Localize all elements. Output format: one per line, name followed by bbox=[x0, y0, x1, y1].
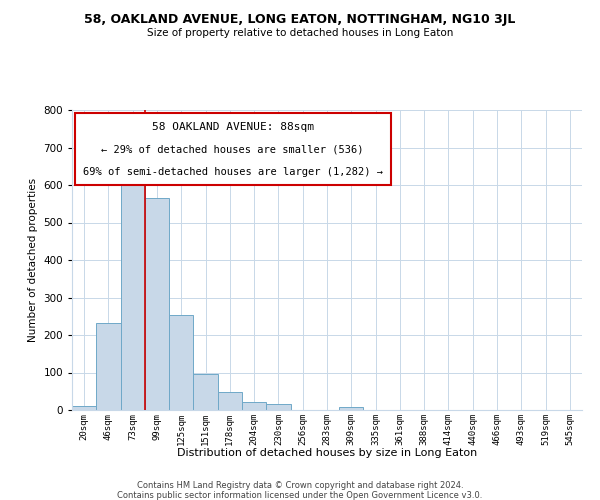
Bar bbox=[218, 392, 242, 410]
Bar bbox=[72, 406, 96, 410]
Text: ← 29% of detached houses are smaller (536): ← 29% of detached houses are smaller (53… bbox=[101, 144, 364, 154]
FancyBboxPatch shape bbox=[74, 113, 391, 185]
Text: 58, OAKLAND AVENUE, LONG EATON, NOTTINGHAM, NG10 3JL: 58, OAKLAND AVENUE, LONG EATON, NOTTINGH… bbox=[85, 12, 515, 26]
Y-axis label: Number of detached properties: Number of detached properties bbox=[28, 178, 38, 342]
Text: Distribution of detached houses by size in Long Eaton: Distribution of detached houses by size … bbox=[177, 448, 477, 458]
Bar bbox=[96, 323, 121, 410]
Bar bbox=[339, 407, 364, 410]
Text: Contains HM Land Registry data © Crown copyright and database right 2024.: Contains HM Land Registry data © Crown c… bbox=[137, 482, 463, 490]
Text: 69% of semi-detached houses are larger (1,282) →: 69% of semi-detached houses are larger (… bbox=[83, 167, 383, 177]
Bar bbox=[193, 374, 218, 410]
Text: Size of property relative to detached houses in Long Eaton: Size of property relative to detached ho… bbox=[147, 28, 453, 38]
Bar bbox=[169, 315, 193, 410]
Bar bbox=[242, 402, 266, 410]
Bar bbox=[266, 404, 290, 410]
Text: 58 OAKLAND AVENUE: 88sqm: 58 OAKLAND AVENUE: 88sqm bbox=[152, 122, 314, 132]
Bar bbox=[121, 178, 145, 410]
Text: Contains public sector information licensed under the Open Government Licence v3: Contains public sector information licen… bbox=[118, 490, 482, 500]
Bar bbox=[145, 198, 169, 410]
